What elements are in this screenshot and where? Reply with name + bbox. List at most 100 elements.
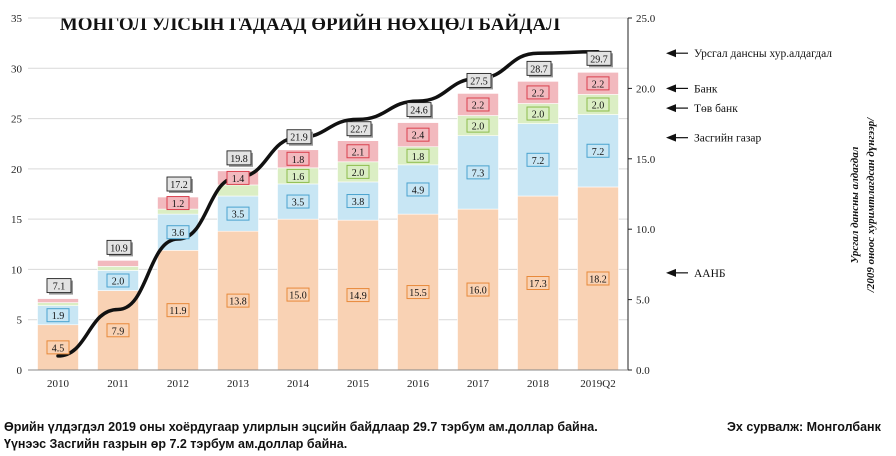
segment-label: 1.8	[292, 155, 305, 166]
total-label: 17.2	[170, 180, 188, 191]
legend-label: Төв банк	[694, 103, 738, 115]
x-tick-label: 2019Q2	[580, 378, 615, 390]
segment-label-box	[106, 273, 130, 288]
segment-label-box	[586, 143, 610, 158]
legend-label: Урсгал дансны хур.алдагдал	[694, 48, 832, 60]
segment-label-box	[346, 194, 370, 209]
segment-label-box	[466, 97, 490, 112]
footer-line-1: Өрийн үлдэгдэл 2019 оны хоёрдугаар улирл…	[4, 420, 598, 434]
total-label-box	[106, 239, 132, 255]
segment-label-box	[466, 165, 490, 180]
right-axis-title-2: /2009 оноос хуримтлагдсан дүнгээр/	[865, 117, 877, 293]
segment-label: 2.0	[592, 100, 605, 111]
total-label: 21.9	[290, 133, 308, 144]
segment-label-box	[526, 106, 550, 121]
segment-label-box	[106, 323, 130, 338]
segment-label-box	[526, 152, 550, 167]
legend-arrow-head	[666, 84, 676, 93]
bar-segment	[277, 183, 319, 220]
legend-label: Засгийн газар	[694, 133, 761, 145]
segment-label: 2.0	[352, 168, 365, 179]
total-label-box	[346, 121, 372, 137]
left-tick-label: 30	[11, 63, 23, 75]
segment-label: 2.2	[592, 79, 605, 90]
segment-label: 3.5	[292, 198, 305, 209]
left-tick-label: 15	[11, 214, 23, 226]
x-tick-label: 2012	[167, 378, 189, 390]
x-tick-label: 2014	[287, 378, 310, 390]
segment-label-box	[346, 144, 370, 159]
legend-arrow-head	[666, 268, 676, 277]
total-label-box	[226, 150, 252, 166]
total-label-box	[286, 129, 312, 145]
segment-label: 2.0	[112, 276, 125, 287]
x-tick-label: 2016	[407, 378, 430, 390]
legend-label: Банк	[694, 83, 718, 95]
segment-label-box	[226, 170, 250, 185]
segment-label-box	[166, 196, 190, 211]
segment-label: 17.3	[529, 279, 547, 290]
bar-segment	[97, 266, 139, 271]
segment-label: 7.2	[532, 156, 545, 167]
segment-label: 3.8	[352, 197, 365, 208]
segment-label: 1.9	[52, 311, 65, 322]
x-tick-label: 2013	[227, 378, 250, 390]
bar-segment	[37, 298, 79, 303]
segment-label-box	[586, 76, 610, 91]
segment-label-box	[406, 127, 430, 142]
segment-label: 7.9	[112, 326, 125, 337]
legend-arrow-head	[666, 133, 676, 142]
chart-title: МОНГОЛ УЛСЫН ГАДААД ӨРИЙН НӨХЦӨЛ БАЙДАЛ	[60, 13, 560, 35]
footer-source: Эх сурвалж: Монголбанк	[727, 420, 881, 434]
segment-label: 4.5	[52, 343, 65, 354]
bar-segment	[217, 184, 259, 197]
total-label: 10.9	[110, 243, 128, 254]
segment-label: 2.1	[352, 147, 365, 158]
x-tick-label: 2017	[467, 378, 490, 390]
right-tick-label: 0.0	[636, 365, 650, 377]
segment-label-box	[286, 194, 310, 209]
right-tick-label: 10.0	[636, 224, 656, 236]
x-tick-label: 2018	[527, 378, 550, 390]
total-label: 28.7	[530, 64, 548, 75]
x-tick-label: 2010	[47, 378, 70, 390]
segment-label-box	[286, 287, 310, 302]
segment-label-box	[166, 225, 190, 240]
segment-label-box	[406, 148, 430, 163]
total-label: 19.8	[230, 154, 248, 165]
segment-label: 7.3	[472, 168, 485, 179]
segment-label: 11.9	[169, 306, 186, 317]
right-tick-label: 5.0	[636, 295, 650, 307]
total-label: 27.5	[470, 76, 488, 87]
total-label-box	[46, 278, 72, 294]
segment-label: 16.0	[469, 286, 487, 297]
segment-label-box	[586, 97, 610, 112]
left-tick-label: 5	[17, 315, 23, 327]
total-label-box	[526, 60, 552, 76]
total-label-box	[406, 102, 432, 118]
bar-segment	[97, 260, 139, 267]
segment-label: 2.4	[412, 131, 425, 142]
segment-label-box	[286, 168, 310, 183]
total-label: 24.6	[410, 106, 428, 117]
segment-label: 14.9	[349, 291, 367, 302]
segment-label-box	[526, 276, 550, 291]
segment-label-box	[46, 340, 70, 355]
segment-label: 2.0	[532, 110, 545, 121]
legend-label: ААНБ	[694, 268, 726, 280]
right-tick-label: 20.0	[636, 83, 656, 95]
x-tick-label: 2015	[347, 378, 370, 390]
segment-label: 3.6	[172, 228, 185, 239]
segment-label: 15.0	[289, 291, 307, 302]
segment-label-box	[226, 206, 250, 221]
segment-label: 4.9	[412, 185, 425, 196]
legend-arrow-head	[666, 49, 676, 58]
total-label-box	[466, 72, 492, 88]
segment-label-box	[46, 308, 70, 323]
segment-label-box	[406, 285, 430, 300]
segment-label: 13.8	[229, 297, 247, 308]
right-axis-title-1: Урсгал дансны алдагдал	[849, 146, 861, 263]
segment-label: 2.2	[532, 88, 545, 99]
left-tick-label: 0	[17, 365, 23, 377]
total-label: 22.7	[350, 125, 368, 136]
